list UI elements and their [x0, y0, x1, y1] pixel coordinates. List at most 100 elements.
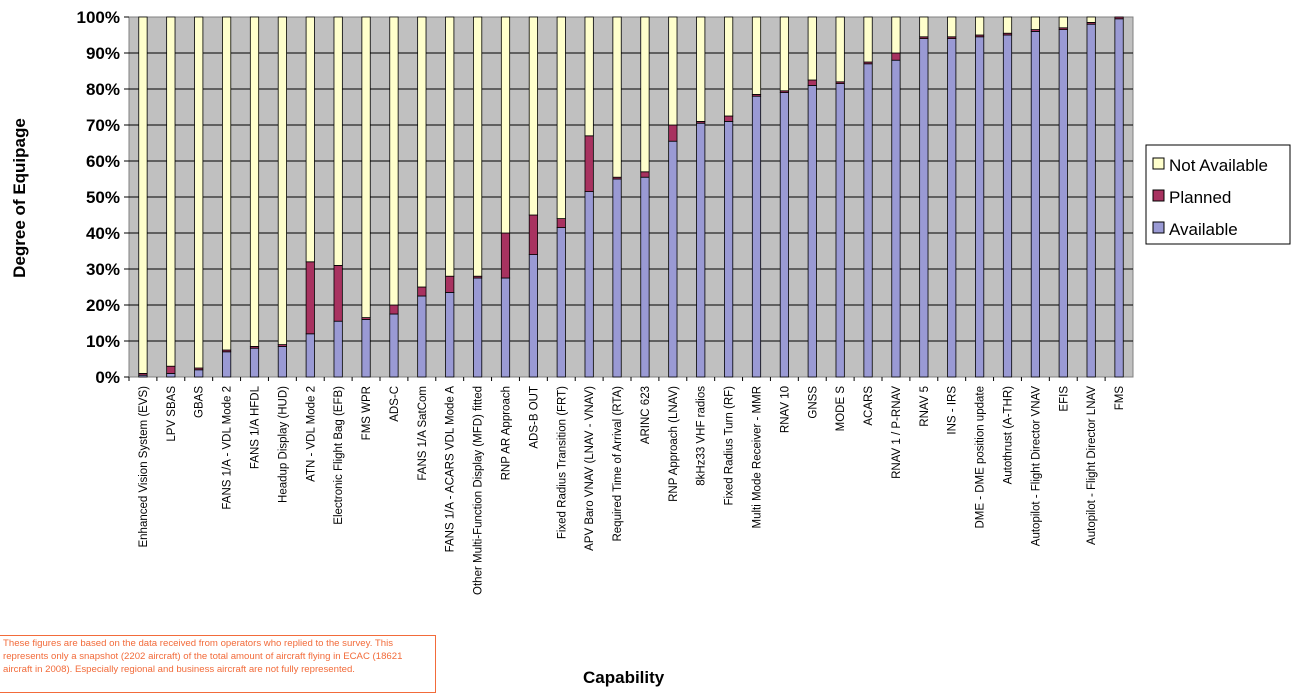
bar-segment-not-available	[891, 16, 901, 54]
x-tick-label: LPV SBAS	[166, 386, 178, 442]
y-axis-title: Degree of Equipage	[10, 118, 29, 278]
x-tick-label: DME - DME position update	[975, 386, 987, 529]
survey-note: These figures are based on the data rece…	[0, 635, 436, 693]
legend-label-available: Available	[1169, 220, 1238, 239]
bar-segment-not-available	[919, 16, 929, 38]
x-tick-label: Electronic Flight Bag (EFB)	[333, 386, 345, 525]
bar-segment-planned	[528, 214, 538, 255]
bar-segment-available	[417, 295, 427, 378]
y-tick-label: 10%	[86, 332, 120, 351]
x-tick-labels: Enhanced Vision System (EVS) LPV SBAS GBAS…	[128, 377, 1126, 595]
bar-segment-not-available	[947, 16, 957, 38]
legend-box	[1145, 144, 1291, 245]
bars	[138, 16, 1124, 378]
x-tick-label: Other Multi-Function Display (MFD) fitte…	[473, 386, 485, 595]
bar-segment-available	[835, 83, 845, 378]
bar-segment-not-available	[640, 16, 650, 173]
bar-segment-planned	[305, 261, 315, 335]
bar-segment-planned	[417, 286, 427, 297]
bar-segment-available	[361, 318, 371, 378]
x-tick-label: Autopilot - Flight Director LNAV	[1086, 386, 1098, 545]
bar-segment-available	[166, 372, 176, 378]
x-tick-label: Enhanced Vision System (EVS)	[138, 386, 150, 548]
gridlines	[124, 16, 1133, 378]
x-tick-label: EFIS	[1058, 386, 1070, 412]
x-tick-label: ADS-B OUT	[528, 386, 540, 449]
x-tick-label: Required Time of Arrival (RTA)	[612, 386, 624, 542]
bar-segment-available	[891, 59, 901, 378]
x-tick-label: INS - IRS	[947, 386, 959, 435]
x-tick-label: Fixed Radius Transition (FRT)	[556, 386, 568, 539]
bar-segment-not-available	[1002, 16, 1013, 34]
bar-segment-not-available	[724, 16, 734, 117]
bar-segment-planned	[556, 218, 566, 229]
bar-segment-not-available	[445, 16, 455, 277]
bar-segment-available	[584, 191, 594, 378]
bar-segment-available	[194, 369, 204, 378]
bar-segment-not-available	[779, 16, 789, 92]
y-tick-label: 50%	[86, 188, 120, 207]
x-tick-label: RNP Approach (LNAV)	[668, 386, 680, 502]
bar-segment-available	[696, 122, 706, 378]
bar-segment-not-available	[500, 16, 511, 234]
x-tick-label: FANS 1/A HFDL	[250, 385, 262, 469]
bar-segment-not-available	[751, 16, 762, 95]
bar-segment-available	[445, 291, 455, 378]
bar-segment-available	[640, 176, 650, 378]
bar-segment-not-available	[417, 16, 427, 288]
y-tick-label: 80%	[86, 80, 120, 99]
bar-segment-not-available	[138, 16, 148, 374]
bar-segment-available	[807, 85, 817, 378]
y-tick-labels: 0% 10% 20% 30% 40% 50% 60% 70% 80% 90% 100%	[77, 8, 120, 387]
bar-segment-planned	[891, 52, 901, 61]
legend-swatch-not-available	[1152, 157, 1165, 170]
x-tick-label: RNAV 1 / P-RNAV	[891, 386, 903, 479]
bar-segment-planned	[584, 135, 594, 193]
bar-segment-not-available	[584, 16, 594, 137]
bar-segment-available	[473, 277, 483, 378]
bar-segment-not-available	[556, 16, 566, 220]
bar-segment-available	[1058, 29, 1068, 378]
bar-segment-not-available	[863, 16, 873, 63]
x-tick-label: ADS-C	[389, 386, 401, 422]
bar-segment-not-available	[528, 16, 538, 216]
bar-segment-planned	[1114, 16, 1124, 20]
x-tick-label: Headup Display (HUD)	[277, 386, 289, 503]
bar-segment-planned	[807, 79, 817, 86]
x-tick-label: RNAV 5	[919, 386, 931, 427]
bar-segment-not-available	[166, 16, 176, 367]
y-tick-label: 30%	[86, 260, 120, 279]
x-tick-label: GBAS	[194, 386, 206, 418]
y-tick-label: 40%	[86, 224, 120, 243]
x-tick-label: MODE S	[835, 386, 847, 432]
bar-segment-available	[751, 95, 762, 378]
bar-segment-available	[333, 320, 343, 378]
x-tick-label: Autothrust (A-THR)	[1003, 386, 1015, 485]
bar-segment-not-available	[696, 16, 706, 122]
y-tick-label: 100%	[77, 8, 120, 27]
legend-swatch-planned	[1152, 189, 1165, 202]
x-tick-label: FMS WPR	[361, 386, 373, 440]
bar-segment-not-available	[668, 16, 678, 126]
bar-segment-available	[724, 121, 734, 378]
x-axis-title: Capability	[583, 668, 665, 687]
bar-segment-planned	[389, 304, 399, 315]
x-tick-label: GNSS	[807, 386, 819, 419]
bar-segment-not-available	[333, 16, 343, 266]
y-tick-label: 0%	[95, 368, 120, 387]
y-tick-label: 70%	[86, 116, 120, 135]
bar-segment-not-available	[975, 16, 985, 36]
y-tick-label: 20%	[86, 296, 120, 315]
bar-segment-available	[919, 38, 929, 378]
bar-segment-not-available	[473, 16, 483, 277]
x-tick-label: ATN - VDL Mode 2	[305, 386, 317, 482]
bar-segment-available	[863, 63, 873, 378]
bar-segment-available	[389, 313, 399, 378]
bar-segment-not-available	[194, 16, 204, 369]
x-tick-label: ARINC 623	[640, 386, 652, 444]
bar-segment-not-available	[835, 16, 845, 83]
bar-segment-available	[305, 333, 315, 378]
bar-segment-available	[1086, 23, 1096, 378]
bar-segment-not-available	[1086, 16, 1096, 23]
bar-segment-planned	[500, 232, 511, 279]
